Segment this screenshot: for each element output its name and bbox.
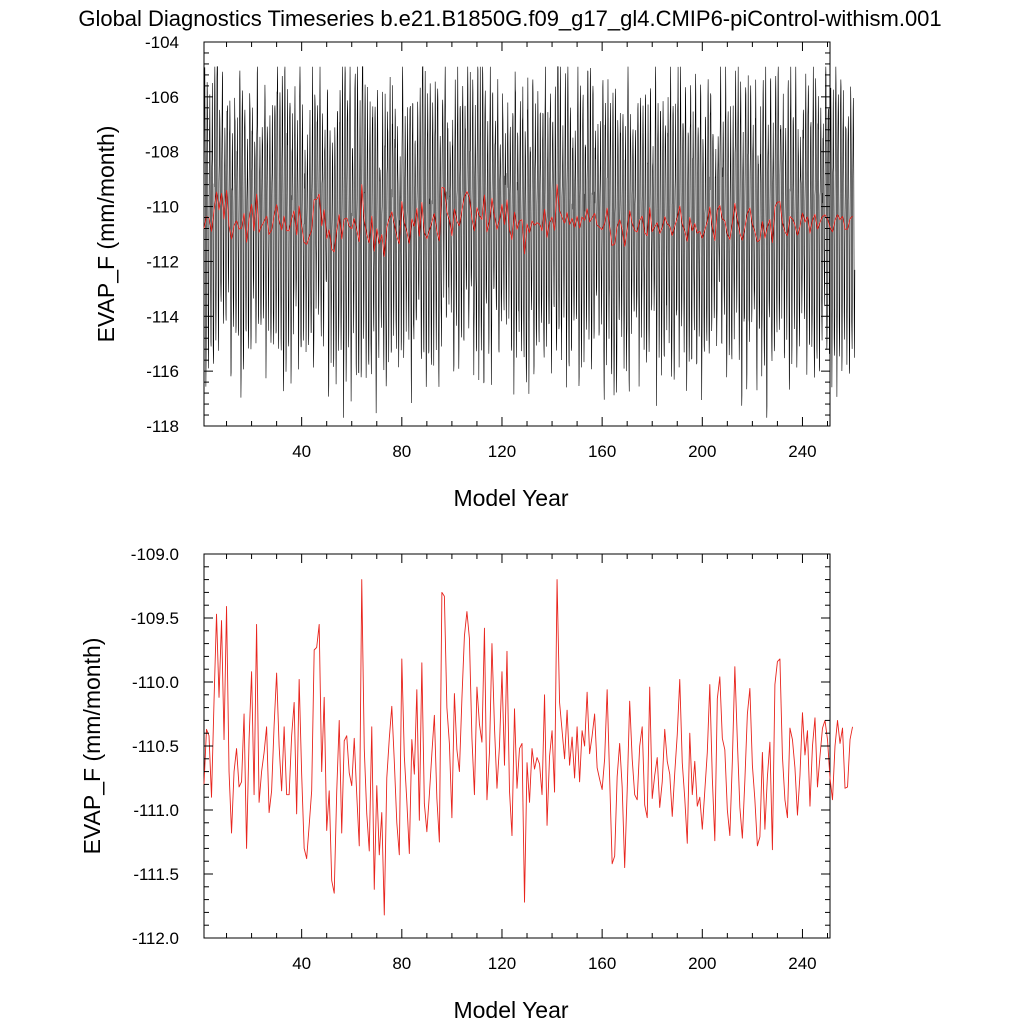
bottom-x-axis-label: Model Year (453, 997, 568, 1023)
top-y-tick-label: -108 (145, 143, 179, 162)
top-y-tick-label: -104 (145, 33, 179, 52)
top-x-tick-label: 160 (588, 442, 616, 461)
bottom-y-tick-label: -111.0 (133, 801, 179, 820)
bottom-y-tick-label: -109.5 (131, 609, 179, 628)
bottom-y-tick-label: -111.5 (133, 865, 179, 884)
top-y-tick-label: -114 (146, 307, 179, 326)
bottom-annual-line (203, 579, 853, 916)
bottom-x-tick-label: 120 (488, 954, 516, 973)
page-title: Global Diagnostics Timeseries b.e21.B185… (78, 6, 941, 31)
top-y-tick-label: -116 (146, 362, 179, 381)
bottom-x-tick-label: 80 (392, 954, 411, 973)
bottom-panel: 40 80 120 160 200 240 -112.0 -111.5 -111.0 -110.… (79, 545, 853, 1023)
top-y-tick-label: -110 (146, 198, 179, 217)
top-x-tick-label: 120 (488, 442, 516, 461)
bottom-x-tick-label: 160 (588, 954, 616, 973)
bottom-y-tick-labels: -112.0 -111.5 -111.0 -110.5 -110.0 -109.5 -109… (131, 545, 179, 948)
top-x-tick-label: 80 (392, 442, 411, 461)
top-x-axis-label: Model Year (453, 485, 568, 511)
bottom-x-tick-label: 240 (788, 954, 816, 973)
top-x-tick-label: 240 (788, 442, 816, 461)
top-y-tick-label: -106 (145, 88, 179, 107)
top-x-tick-labels: 40 80 120 160 200 240 (292, 442, 816, 461)
top-monthly-line (203, 66, 856, 418)
bottom-y-axis-label: EVAP_F (mm/month) (79, 638, 105, 855)
bottom-x-tick-labels: 40 80 120 160 200 240 (292, 954, 816, 973)
bottom-x-tick-label: 40 (292, 954, 311, 973)
top-annual-series (203, 184, 853, 257)
top-y-tick-label: -118 (146, 417, 179, 436)
top-monthly-series (203, 66, 856, 418)
top-y-tick-labels: -118 -116 -114 -112 -110 -108 -106 -104 (145, 33, 179, 436)
top-y-axis-label: EVAP_F (mm/month) (93, 126, 119, 343)
top-annual-line (203, 184, 853, 257)
bottom-annual-series (203, 579, 853, 916)
bottom-x-tick-label: 200 (688, 954, 716, 973)
top-y-tick-label: -112 (146, 252, 179, 271)
bottom-ticks (204, 553, 830, 939)
top-x-tick-label: 40 (292, 442, 311, 461)
bottom-y-tick-label: -112.0 (132, 929, 179, 948)
bottom-y-tick-label: -109.0 (131, 545, 179, 564)
bottom-y-tick-label: -110.0 (132, 673, 179, 692)
top-ticks (204, 41, 830, 427)
top-x-tick-label: 200 (688, 442, 716, 461)
top-panel: 40 80 120 160 200 240 -118 -116 -114 -112 -110 -10… (93, 33, 856, 511)
bottom-y-tick-label: -110.5 (132, 737, 179, 756)
